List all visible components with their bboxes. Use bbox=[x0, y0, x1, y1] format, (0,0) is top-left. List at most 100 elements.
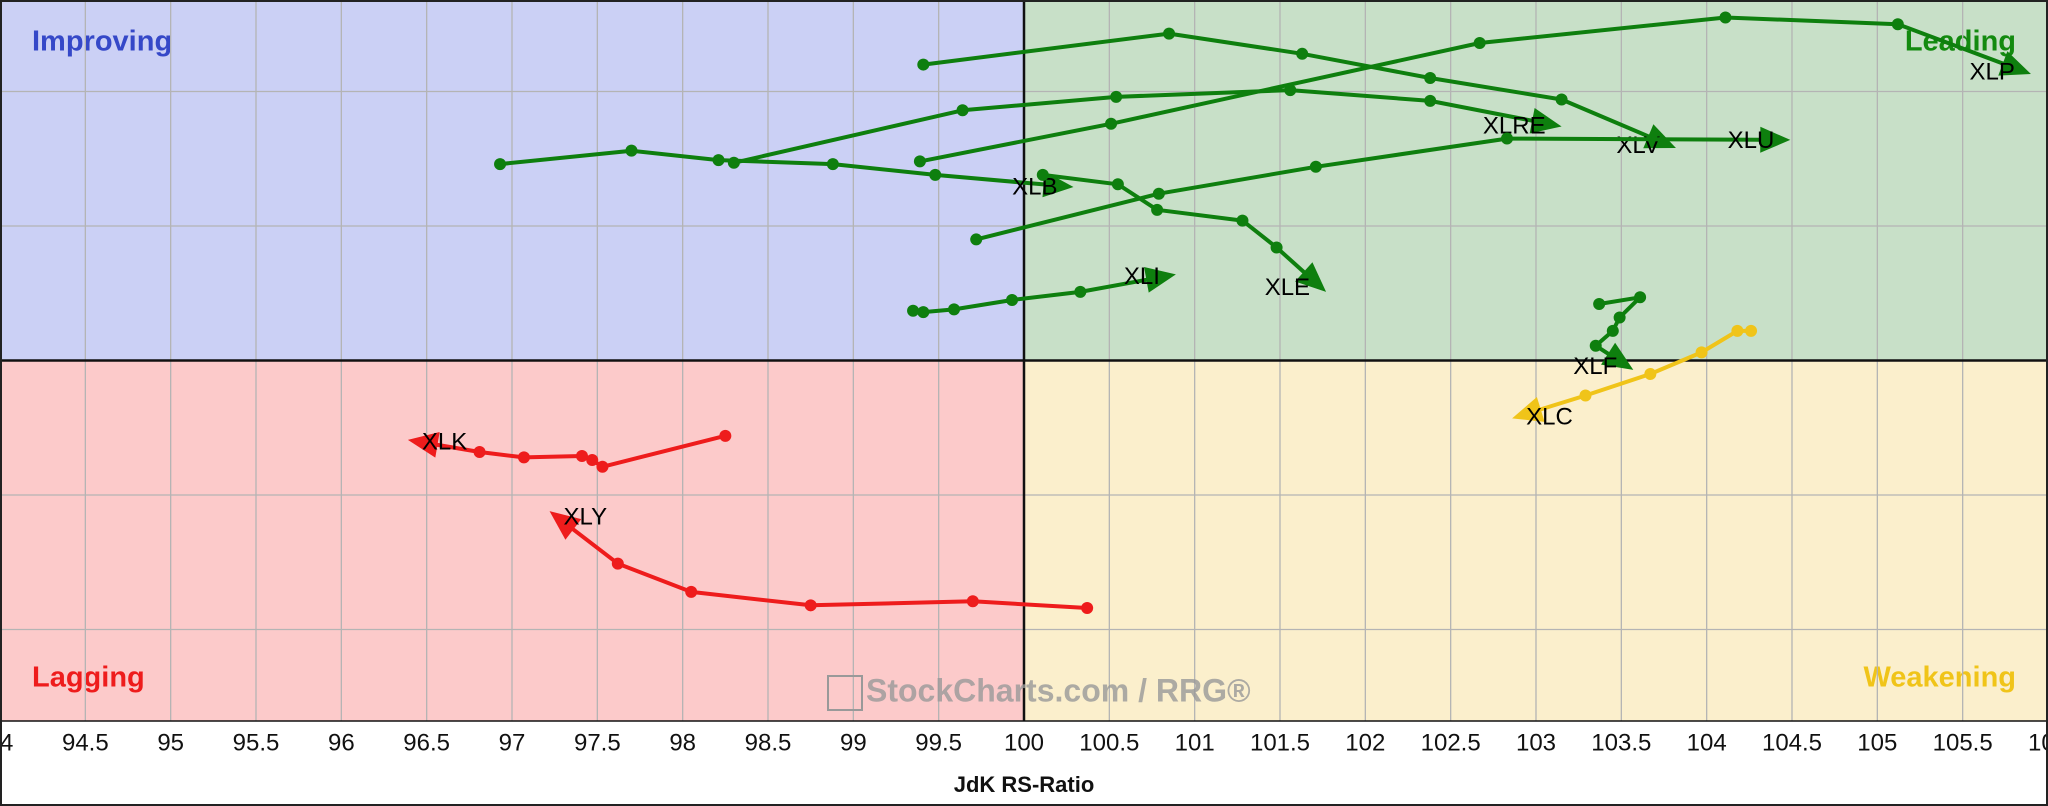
x-tick-label: 94.5 bbox=[62, 729, 109, 756]
series-label: XLP bbox=[1970, 59, 2015, 86]
series-label: XLE bbox=[1265, 274, 1310, 301]
series-point bbox=[907, 304, 920, 317]
series-point bbox=[1110, 90, 1123, 103]
x-tick-label: 105 bbox=[1857, 729, 1897, 756]
series-label: XLV bbox=[1616, 132, 1660, 159]
series-point bbox=[517, 451, 530, 464]
x-tick-label: 103.5 bbox=[1591, 729, 1651, 756]
series-point bbox=[1579, 389, 1592, 402]
x-tick-label: 100.5 bbox=[1079, 729, 1139, 756]
arrow-head bbox=[1760, 126, 1791, 153]
series-line bbox=[731, 88, 1535, 165]
x-tick-label: 99 bbox=[840, 729, 867, 756]
series-point bbox=[473, 445, 486, 458]
series-point bbox=[1309, 160, 1322, 173]
series-label: XLC bbox=[1526, 403, 1573, 430]
x-tick-label: 103 bbox=[1516, 729, 1556, 756]
series-point bbox=[1284, 84, 1297, 97]
x-tick-label: 102 bbox=[1345, 729, 1385, 756]
series-point bbox=[826, 158, 839, 171]
arrow-head bbox=[549, 511, 582, 540]
series-line bbox=[917, 15, 2005, 164]
series-point bbox=[1589, 339, 1602, 352]
series-point bbox=[1424, 72, 1437, 85]
arrow-head bbox=[1998, 51, 2031, 76]
series-point bbox=[1296, 47, 1309, 60]
series-point bbox=[1074, 285, 1087, 298]
series-point bbox=[1111, 178, 1124, 191]
series-point bbox=[1036, 168, 1049, 181]
quadrant-label: Improving bbox=[32, 26, 172, 58]
series-label: XLF bbox=[1573, 353, 1617, 380]
arrow-head bbox=[1643, 124, 1676, 149]
series-point bbox=[1593, 298, 1606, 311]
arrow-head bbox=[1042, 171, 1074, 198]
series-point bbox=[1424, 94, 1437, 107]
x-axis-label: JdK RS-Ratio bbox=[954, 772, 1095, 797]
series-point bbox=[917, 58, 930, 71]
x-tick-label: 104 bbox=[1687, 729, 1727, 756]
watermark-layer: StockCharts.com / RRG® bbox=[827, 672, 1251, 711]
arrow-head bbox=[1512, 397, 1545, 422]
axis-layer: JdK RS-Ratio 94 94.5 95 95.5 96 96.5 97 97.5 98 9… bbox=[0, 729, 2048, 796]
x-tick-label: 95.5 bbox=[233, 729, 280, 756]
x-tick-label: 97.5 bbox=[574, 729, 621, 756]
series-label: XLB bbox=[1012, 174, 1057, 201]
x-tick-label: 106 bbox=[2028, 729, 2048, 756]
series-point bbox=[1719, 11, 1732, 24]
x-tick-label: 102.5 bbox=[1421, 729, 1481, 756]
series-point bbox=[929, 168, 942, 181]
series-point bbox=[1163, 27, 1176, 40]
x-tick-label: 101 bbox=[1175, 729, 1215, 756]
x-tick-label: 99.5 bbox=[915, 729, 962, 756]
series-point bbox=[1555, 93, 1568, 106]
x-tick-label: 101.5 bbox=[1250, 729, 1310, 756]
series-point bbox=[575, 450, 588, 463]
series-point bbox=[1006, 293, 1019, 306]
arrow-head bbox=[1601, 342, 1634, 370]
series-label: XLY bbox=[564, 503, 608, 530]
series-point bbox=[586, 454, 599, 467]
series-point bbox=[494, 158, 507, 171]
series-point bbox=[1081, 602, 1094, 615]
quadrant-label: Weakening bbox=[1863, 662, 2016, 694]
series-point bbox=[917, 306, 930, 319]
x-tick-label: 96 bbox=[328, 729, 355, 756]
arrow-head bbox=[407, 432, 440, 458]
series-label: XLK bbox=[422, 429, 467, 456]
series-point bbox=[719, 429, 732, 442]
arrow-head bbox=[1529, 107, 1562, 134]
watermark-icon bbox=[827, 675, 863, 711]
series-point bbox=[1473, 37, 1486, 50]
series-line bbox=[571, 527, 1090, 610]
series-point bbox=[1236, 214, 1249, 227]
x-tick-label: 104.5 bbox=[1762, 729, 1822, 756]
arrow-head bbox=[1144, 267, 1176, 293]
series-point bbox=[1151, 203, 1164, 216]
series-point bbox=[1695, 346, 1708, 359]
series-point bbox=[970, 233, 983, 246]
series-point bbox=[1606, 324, 1619, 337]
series-point bbox=[625, 144, 638, 157]
series-point bbox=[1613, 311, 1626, 324]
series-point bbox=[913, 155, 926, 168]
series-point bbox=[685, 585, 698, 598]
x-tick-label: 105.5 bbox=[1933, 729, 1993, 756]
series-point bbox=[1105, 117, 1118, 130]
x-tick-label: 94 bbox=[0, 729, 13, 756]
series-point bbox=[1891, 18, 1904, 31]
quadrant-label: Leading bbox=[1905, 26, 2016, 58]
series-point bbox=[1270, 241, 1283, 254]
series-line bbox=[921, 31, 1651, 139]
series-label: XLU bbox=[1728, 127, 1775, 154]
x-tick-label: 100 bbox=[1004, 729, 1044, 756]
series-point bbox=[966, 595, 979, 608]
series-line bbox=[1040, 172, 1306, 274]
series-label: XLRE bbox=[1483, 112, 1546, 139]
series-point bbox=[1500, 132, 1513, 145]
x-tick-label: 98.5 bbox=[745, 729, 792, 756]
series-point bbox=[611, 557, 624, 570]
series-point bbox=[1731, 324, 1744, 337]
